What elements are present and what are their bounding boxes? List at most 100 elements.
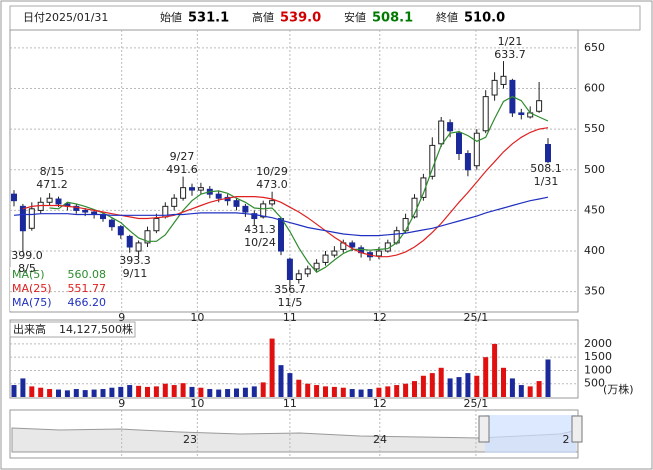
- annotation-value: 431.3: [244, 223, 276, 236]
- candle-body: [117, 226, 124, 236]
- candle-body: [269, 200, 276, 205]
- header-date-label: 日付: [23, 11, 45, 24]
- annotation-date: 10/24: [244, 236, 276, 249]
- x-tick-label: 12: [373, 311, 387, 324]
- navigator-label: 23: [183, 433, 197, 446]
- candle-body: [447, 122, 454, 132]
- volume-bar: [82, 390, 88, 397]
- header-value: 508.1: [372, 11, 413, 26]
- candle-body: [473, 132, 480, 167]
- annotation-date: 8/5: [18, 262, 36, 275]
- volume-bar: [438, 367, 444, 397]
- navigator-handle-left[interactable]: [478, 415, 490, 443]
- volume-label-box: [9, 321, 136, 338]
- volume-bar: [429, 373, 435, 397]
- candle-body: [438, 120, 445, 145]
- navigator-handle-right[interactable]: [571, 415, 583, 443]
- candle-body: [545, 144, 551, 163]
- annotation-value: 473.0: [256, 178, 288, 191]
- candle-body: [233, 200, 240, 207]
- x-tick-label: 25/1: [464, 311, 489, 324]
- header-label: 安値: [344, 10, 366, 24]
- volume-bar: [287, 373, 293, 397]
- y-tick-label: 500: [584, 377, 605, 390]
- volume-bar: [536, 381, 542, 397]
- y-tick-label: 1500: [584, 350, 612, 363]
- y-tick-label: 450: [584, 203, 605, 216]
- volume-bar: [465, 373, 471, 397]
- volume-label: 出来高: [13, 322, 46, 336]
- header-date: 2025/01/31: [45, 11, 108, 24]
- candle-body: [304, 268, 311, 275]
- volume-bar: [403, 383, 409, 397]
- volume-bar: [509, 378, 515, 397]
- legend-value: 466.20: [68, 296, 107, 309]
- volume-bar: [56, 389, 61, 397]
- volume-bar: [234, 388, 239, 397]
- candle-body: [278, 218, 284, 252]
- volume-bar: [394, 385, 400, 397]
- header-label: 高値: [252, 10, 274, 24]
- volume-bar: [331, 386, 337, 397]
- header-label: 始値: [160, 10, 182, 24]
- legend-name: MA(5): [12, 268, 45, 281]
- candle-body: [500, 75, 507, 85]
- volume-bar: [483, 357, 489, 397]
- candle-body: [215, 193, 222, 199]
- volume-bar: [358, 389, 364, 397]
- volume-bar: [349, 389, 355, 397]
- candle-body: [313, 262, 320, 270]
- x-tick-label: 9: [118, 397, 125, 410]
- annotation-date: 11/5: [278, 296, 303, 309]
- volume-bar: [64, 390, 70, 397]
- legend-value: 560.08: [68, 268, 107, 281]
- volume-bar: [91, 389, 97, 397]
- volume-bar: [420, 375, 426, 397]
- volume-bar: [47, 389, 53, 397]
- legend-name: MA(25): [12, 282, 52, 295]
- volume-total: 14,127,500株: [59, 322, 133, 336]
- candle-body: [144, 230, 151, 244]
- volume-bar: [305, 383, 311, 397]
- candle-body: [82, 209, 89, 213]
- candle-body: [322, 254, 329, 263]
- legend-value: 551.77: [68, 282, 107, 295]
- candle-body: [429, 144, 436, 177]
- volume-panel: [9, 319, 579, 399]
- candle-body: [28, 208, 35, 229]
- annotation-value: 393.3: [119, 254, 151, 267]
- y-tick-label: 500: [584, 163, 605, 176]
- annotation-value: 491.6: [166, 163, 198, 176]
- y-tick-label: 550: [584, 122, 605, 135]
- candle-body: [197, 187, 204, 191]
- volume-bar: [456, 377, 462, 397]
- navigator-area: [11, 427, 579, 453]
- y-tick-label: 650: [584, 41, 605, 54]
- navigator-window[interactable]: [485, 415, 576, 453]
- candle-body: [518, 112, 525, 116]
- x-tick-label: 11: [283, 397, 297, 410]
- volume-bar: [109, 387, 115, 397]
- header-value: 531.1: [188, 11, 229, 26]
- volume-bar: [385, 386, 391, 397]
- x-tick-label: 12: [373, 397, 387, 410]
- volume-bar: [278, 365, 284, 397]
- volume-bar: [376, 387, 382, 397]
- x-tick-label: 10: [190, 311, 204, 324]
- candle-body: [349, 242, 356, 248]
- volume-bar: [296, 379, 302, 397]
- volume-bar: [527, 386, 533, 397]
- candle-body: [375, 250, 382, 257]
- volume-bar: [225, 389, 231, 397]
- annotation-date: 8/15: [40, 165, 65, 178]
- volume-bar: [127, 385, 133, 397]
- annotation-value: 471.2: [36, 178, 68, 191]
- candle-body: [286, 258, 293, 280]
- y-tick-label: 400: [584, 244, 605, 257]
- volume-bar: [545, 359, 551, 397]
- candle-body: [536, 100, 543, 112]
- volume-bar: [269, 338, 275, 397]
- candle-body: [464, 153, 471, 171]
- y-tick-label: 1000: [584, 363, 612, 376]
